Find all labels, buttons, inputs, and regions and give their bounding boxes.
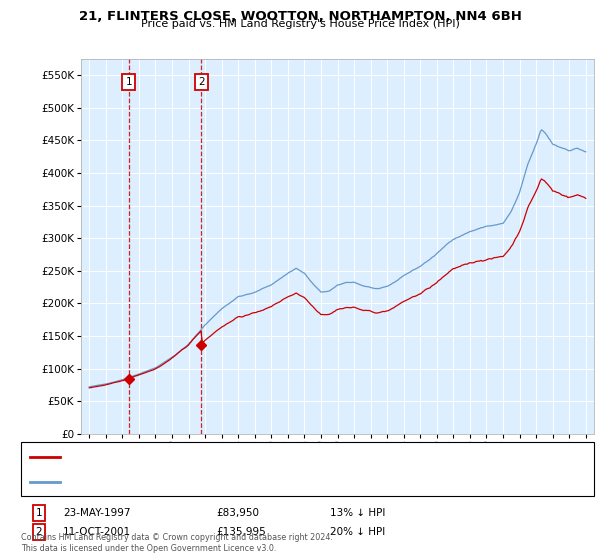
Text: 21, FLINTERS CLOSE, WOOTTON, NORTHAMPTON, NN4 6BH: 21, FLINTERS CLOSE, WOOTTON, NORTHAMPTON… (79, 10, 521, 22)
Text: 21, FLINTERS CLOSE, WOOTTON, NORTHAMPTON, NN4 6BH (detached house): 21, FLINTERS CLOSE, WOOTTON, NORTHAMPTON… (66, 453, 433, 462)
Text: HPI: Average price, detached house, West Northamptonshire: HPI: Average price, detached house, West… (66, 478, 355, 487)
Text: 20% ↓ HPI: 20% ↓ HPI (330, 527, 385, 537)
Text: £135,995: £135,995 (216, 527, 266, 537)
Text: 11-OCT-2001: 11-OCT-2001 (63, 527, 131, 537)
Text: £83,950: £83,950 (216, 508, 259, 518)
Text: 2: 2 (35, 527, 43, 537)
Text: Price paid vs. HM Land Registry's House Price Index (HPI): Price paid vs. HM Land Registry's House … (140, 19, 460, 29)
Text: 23-MAY-1997: 23-MAY-1997 (63, 508, 131, 518)
Text: Contains HM Land Registry data © Crown copyright and database right 2024.
This d: Contains HM Land Registry data © Crown c… (21, 533, 333, 553)
Text: 1: 1 (35, 508, 43, 518)
Text: 13% ↓ HPI: 13% ↓ HPI (330, 508, 385, 518)
Text: 1: 1 (125, 77, 132, 87)
Text: 2: 2 (198, 77, 205, 87)
